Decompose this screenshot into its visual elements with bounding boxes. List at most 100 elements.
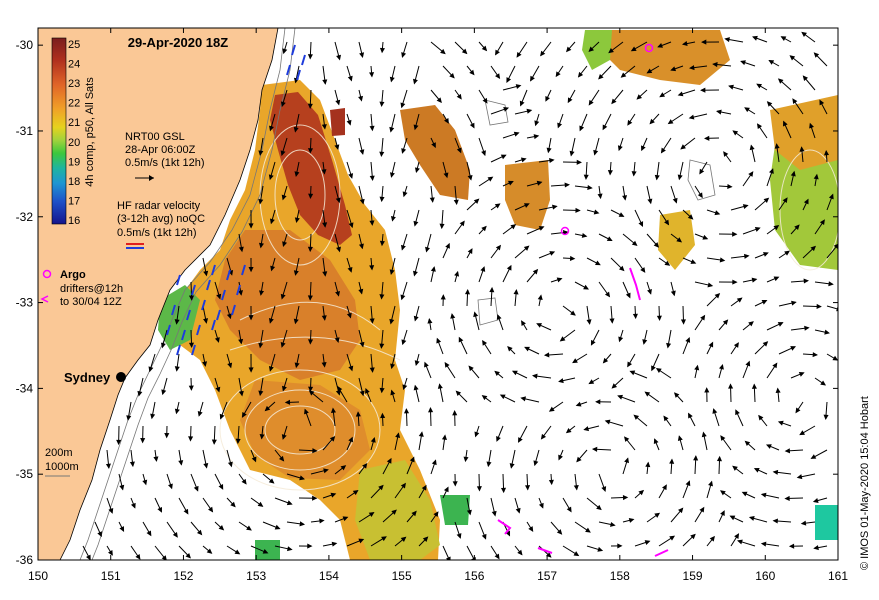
current-arrowhead <box>744 107 750 113</box>
current-arrowhead <box>659 92 666 98</box>
current-arrowhead <box>505 530 511 537</box>
current-arrowhead <box>653 438 659 445</box>
sst-mid-patch-3 <box>658 210 695 270</box>
current-arrowhead <box>772 469 779 475</box>
current-arrowhead <box>593 209 600 215</box>
colorbar-tick-label: 25 <box>68 39 80 51</box>
colorbar-tick-label: 16 <box>68 215 80 227</box>
current-arrowhead <box>467 174 473 181</box>
current-arrowhead <box>812 498 819 503</box>
current-arrowhead <box>491 510 497 517</box>
current-arrowhead <box>86 554 91 560</box>
colorbar-gradient <box>51 37 67 225</box>
seamount-contour <box>484 99 509 126</box>
current-arrowhead <box>519 100 525 107</box>
current-arrowhead <box>412 270 418 277</box>
current-arrowhead <box>622 195 628 201</box>
current-arrowhead <box>546 552 552 558</box>
current-arrowhead <box>649 118 655 125</box>
current-arrowhead <box>424 361 429 368</box>
current-arrowhead <box>754 227 761 232</box>
current-arrowhead <box>390 215 396 222</box>
y-tick-label: -33 <box>16 296 34 310</box>
current-arrowhead <box>765 444 772 449</box>
current-arrowhead <box>641 145 646 152</box>
current-arrowhead <box>799 430 806 436</box>
current-arrowhead <box>474 431 480 438</box>
radar-arrow <box>176 344 181 356</box>
current-arrowhead <box>716 109 722 115</box>
current-arrowhead <box>558 454 563 461</box>
current-arrowhead <box>284 399 291 405</box>
radar-arrow <box>236 284 241 296</box>
current-arrowhead <box>722 319 729 325</box>
current-arrowhead <box>202 361 208 367</box>
current-arrowhead <box>380 412 386 419</box>
current-arrowhead <box>532 268 539 275</box>
radar-arrow <box>171 304 176 316</box>
current-arrowhead <box>777 78 784 84</box>
drifter-tracks <box>497 267 669 557</box>
current-arrowhead <box>458 336 464 343</box>
current-arrowhead <box>321 124 327 130</box>
sst-warm-core <box>270 92 352 245</box>
current-arrowhead <box>790 170 796 177</box>
current-arrowhead <box>282 241 288 247</box>
current-arrowhead <box>227 362 233 369</box>
current-arrowhead <box>813 52 820 58</box>
current-arrowhead <box>336 54 342 61</box>
current-arrowhead <box>414 167 420 174</box>
radar-arrow <box>186 309 191 321</box>
current-arrowhead <box>588 379 595 385</box>
current-arrowhead <box>654 174 660 181</box>
current-arrowhead <box>455 390 462 397</box>
credit-text: © IMOS 01-May-2020 15:04 Hobart <box>859 396 871 570</box>
current-arrowhead <box>174 366 180 372</box>
current-arrowhead <box>645 461 651 468</box>
current-arrowhead <box>685 337 691 343</box>
radar-arrow <box>206 279 211 291</box>
current-arrowhead <box>264 405 271 412</box>
sst-south-yellow <box>355 460 440 560</box>
current-arrowhead <box>268 478 275 484</box>
current-arrowhead <box>601 486 607 492</box>
sydney-marker <box>116 372 126 382</box>
current-arrowhead <box>337 385 343 392</box>
current-arrowhead <box>688 412 693 419</box>
current-arrowhead <box>670 66 677 72</box>
x-tick-label: 159 <box>683 569 703 583</box>
current-arrowhead <box>389 76 395 83</box>
current-arrowhead <box>437 383 443 389</box>
current-arrowhead <box>672 197 678 204</box>
current-arrowhead <box>644 540 651 545</box>
current-arrowhead <box>670 290 676 297</box>
current-arrowhead <box>687 214 694 220</box>
current-arrowhead <box>248 223 254 229</box>
current-arrowhead <box>595 399 601 405</box>
current-arrowhead <box>413 124 419 131</box>
current-arrowhead <box>218 483 224 490</box>
current-arrowhead <box>573 551 580 557</box>
current-arrowhead <box>476 486 482 492</box>
current-arrowhead <box>280 150 286 157</box>
current-arrowhead <box>819 99 825 106</box>
current-arrowhead <box>517 549 523 556</box>
current-arrowhead <box>336 246 341 253</box>
current-arrowhead <box>312 448 318 454</box>
current-arrowhead <box>813 173 819 180</box>
current-arrowhead <box>494 553 500 560</box>
current-arrowhead <box>803 278 809 284</box>
current-arrowhead <box>369 175 375 182</box>
current-arrowhead <box>347 75 353 82</box>
current-arrowhead <box>628 517 635 523</box>
current-arrowhead <box>379 101 385 108</box>
current-arrowhead <box>780 36 787 41</box>
y-axis: -30 -31 -32 -33 -34 -35 -36 <box>16 38 838 567</box>
current-arrowhead <box>644 391 651 397</box>
current-arrowhead <box>468 365 474 372</box>
current-arrowhead <box>248 315 254 321</box>
current-arrowhead <box>704 135 710 141</box>
current-arrowhead <box>161 555 167 560</box>
current-arrowhead <box>543 352 550 358</box>
current-arrowhead <box>358 538 365 544</box>
